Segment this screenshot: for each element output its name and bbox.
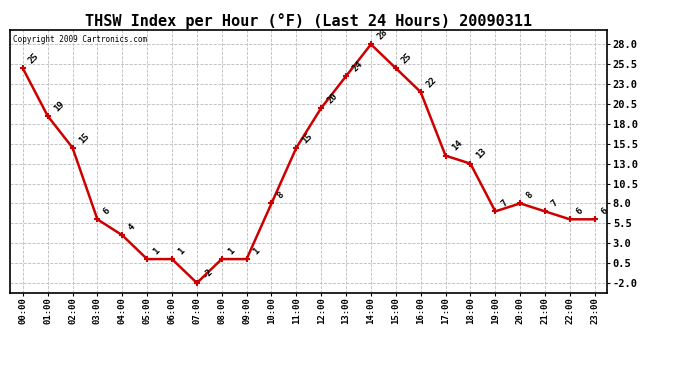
Title: THSW Index per Hour (°F) (Last 24 Hours) 20090311: THSW Index per Hour (°F) (Last 24 Hours)… [85, 13, 533, 29]
Text: 6: 6 [574, 206, 584, 216]
Text: 7: 7 [549, 198, 560, 208]
Text: 13: 13 [475, 147, 489, 161]
Text: 15: 15 [301, 131, 315, 145]
Text: 20: 20 [326, 91, 339, 105]
Text: Copyright 2009 Cartronics.com: Copyright 2009 Cartronics.com [13, 35, 148, 44]
Text: 4: 4 [126, 222, 137, 232]
Text: 14: 14 [450, 139, 464, 153]
Text: 22: 22 [425, 75, 439, 89]
Text: 28: 28 [375, 28, 389, 42]
Text: 1: 1 [176, 246, 186, 256]
Text: 7: 7 [500, 198, 510, 208]
Text: 15: 15 [77, 131, 90, 145]
Text: 1: 1 [151, 246, 161, 256]
Text: 1: 1 [226, 246, 236, 256]
Text: 25: 25 [400, 51, 414, 65]
Text: 6: 6 [599, 206, 609, 216]
Text: -2: -2 [201, 266, 215, 280]
Text: 1: 1 [250, 246, 261, 256]
Text: 6: 6 [101, 206, 112, 216]
Text: 25: 25 [27, 51, 41, 65]
Text: 8: 8 [524, 190, 535, 201]
Text: 8: 8 [275, 190, 286, 201]
Text: 24: 24 [351, 59, 364, 74]
Text: 19: 19 [52, 99, 66, 113]
